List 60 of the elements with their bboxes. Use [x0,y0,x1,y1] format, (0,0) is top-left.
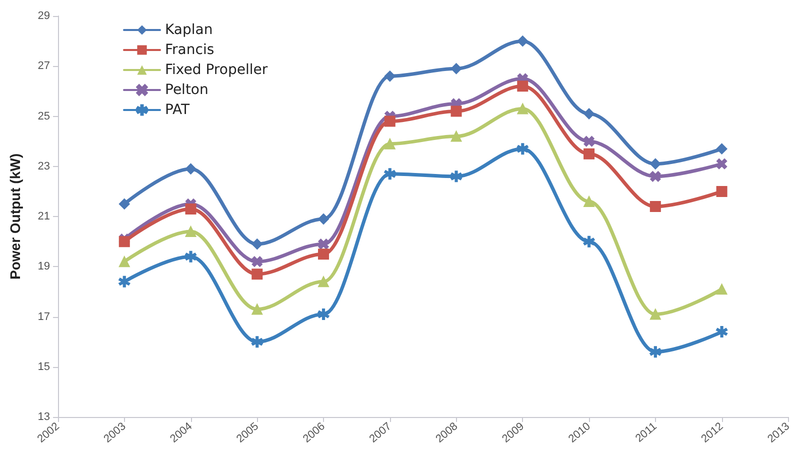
point [118,276,130,288]
point [516,143,528,155]
point [118,256,130,268]
point [318,248,330,260]
point [450,63,462,74]
point [517,36,528,47]
point [584,196,595,207]
point [716,143,728,154]
y-tick-label: 23 [38,160,50,172]
y-tick-label: 19 [38,260,50,273]
point [450,170,462,182]
point [517,103,528,114]
point [583,236,595,248]
point [252,256,262,267]
point [716,284,728,295]
point [252,238,263,250]
legend-label: PAT [165,102,190,118]
point [584,136,594,147]
point [650,308,661,320]
point [450,106,462,117]
point [185,226,196,238]
point [650,346,662,358]
legend-label: Francis [165,42,214,58]
point [318,276,330,288]
point [650,171,661,182]
legend-label: Fixed Propeller [165,62,268,78]
point [650,200,661,212]
y-tick-label: 15 [38,360,50,373]
y-tick-label: 27 [38,60,50,72]
point [251,336,263,348]
legend-label: Pelton [165,82,208,98]
point [584,148,595,160]
point [185,203,196,214]
point [517,80,528,92]
y-axis-title: Power Output (kW) [7,154,23,280]
y-tick-label: 21 [38,210,50,222]
point [584,108,595,120]
point [716,186,728,197]
y-tick-label: 17 [38,310,50,323]
point [384,168,396,180]
point [450,130,462,142]
point [118,236,130,248]
point [185,163,196,174]
point [318,238,329,250]
point [716,158,728,170]
point [185,250,197,262]
point [318,214,330,225]
point [384,70,396,82]
point [318,308,330,320]
point [118,198,130,210]
y-tick-label: 29 [38,10,50,22]
point [252,304,263,315]
point [384,116,396,127]
point [252,268,263,280]
legend-label: Kaplan [165,22,213,38]
point [716,326,728,338]
y-tick-label: 13 [38,411,50,423]
y-tick-label: 25 [38,110,50,122]
point [650,158,661,170]
point [384,138,396,150]
